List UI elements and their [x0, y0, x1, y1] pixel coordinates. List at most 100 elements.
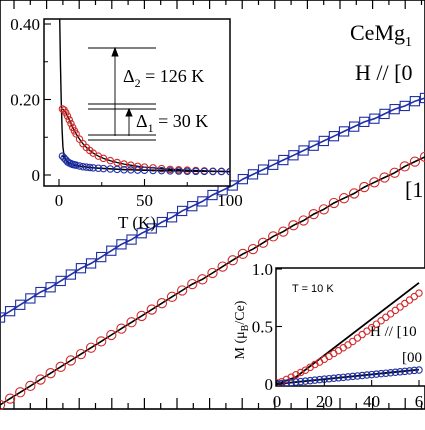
- data-point: [247, 243, 259, 255]
- delta2-label: Δ2 = 126 K: [123, 66, 204, 90]
- data-point: [86, 163, 94, 172]
- data-point: [268, 159, 279, 170]
- data-point: [308, 208, 319, 220]
- data-point: [65, 269, 76, 280]
- data-point: [106, 156, 115, 165]
- data-point: [288, 150, 299, 161]
- data-point: [197, 274, 208, 285]
- data-point: [176, 285, 188, 296]
- data-point: [45, 368, 56, 379]
- data-point: [282, 379, 291, 386]
- data-point: [197, 196, 208, 207]
- data-point: [35, 374, 46, 385]
- data-point: [409, 156, 421, 167]
- data-point: [328, 197, 340, 209]
- data-point: [401, 367, 409, 376]
- data-point: [288, 220, 299, 231]
- data-point: [85, 342, 97, 353]
- data-point: [399, 161, 410, 172]
- data-point: [237, 173, 249, 185]
- data-point: [399, 100, 410, 112]
- data-point: [278, 226, 289, 237]
- data-point: [209, 167, 217, 176]
- data-point: [409, 96, 421, 107]
- data-point: [369, 177, 380, 188]
- inset-chi-xlabel: T (K): [118, 213, 156, 232]
- data-point: [106, 329, 117, 341]
- data-point: [330, 374, 338, 382]
- data-point: [334, 374, 343, 382]
- data-point: [55, 275, 66, 287]
- data-point: [377, 369, 385, 378]
- inset-M-ytick-label: 0.5: [252, 318, 273, 337]
- data-point: [379, 172, 390, 183]
- data-point: [348, 372, 357, 381]
- data-point: [359, 116, 370, 128]
- data-point: [116, 323, 127, 334]
- fit-line-red: [0, 156, 425, 406]
- data-point: [116, 239, 127, 250]
- data-point: [106, 245, 117, 256]
- inset-M-frame: [275, 267, 425, 387]
- data-point: [127, 161, 135, 169]
- data-point: [349, 188, 360, 199]
- data-point: [25, 380, 36, 392]
- data-point: [96, 336, 107, 347]
- data-point: [136, 310, 147, 322]
- delta1-label: Δ1 = 30 K: [136, 111, 208, 135]
- data-point: [372, 320, 381, 328]
- data-point: [372, 370, 381, 378]
- data-point: [410, 366, 419, 375]
- inset-chi-xtick-label: 50: [136, 191, 153, 210]
- data-point: [192, 167, 200, 176]
- inset-M-fit-h001: [276, 368, 420, 385]
- data-point: [386, 368, 395, 377]
- data-point: [359, 181, 370, 193]
- inset-chi-frame: [43, 18, 231, 187]
- compound-label: CeMg1: [350, 20, 412, 50]
- data-point: [75, 162, 84, 170]
- data-point: [15, 387, 26, 398]
- data-point: [176, 205, 188, 217]
- data-point: [353, 334, 362, 342]
- main-axis-ticks: [13, 0, 423, 409]
- data-point: [72, 161, 80, 169]
- data-point: [149, 166, 157, 175]
- inset-M-ytick-label: 0: [265, 375, 274, 394]
- data-point: [405, 367, 414, 375]
- data-point: [126, 317, 137, 328]
- data-point: [315, 375, 324, 384]
- data-point: [75, 263, 87, 274]
- data-point: [287, 378, 295, 386]
- data-point: [363, 371, 371, 379]
- data-point: [379, 108, 390, 120]
- data-point: [292, 378, 300, 386]
- inset-M-plot-area: [276, 282, 423, 386]
- inset-M-temperature: T = 10 K: [292, 283, 334, 295]
- data-point: [15, 299, 26, 310]
- data-point: [4, 306, 16, 317]
- data-point: [287, 373, 295, 381]
- data-point: [94, 164, 103, 172]
- data-point: [45, 282, 56, 293]
- data-point: [292, 371, 300, 379]
- inset-chi-ytick-label: 0: [32, 166, 41, 185]
- delta1-arrowhead: [125, 107, 133, 117]
- data-point: [156, 216, 168, 228]
- data-point: [363, 327, 371, 335]
- delta2-arrowhead: [111, 46, 119, 57]
- data-point: [35, 286, 46, 298]
- data-point: [136, 228, 147, 239]
- data-point: [166, 167, 174, 175]
- data-point: [301, 377, 310, 385]
- data-point: [308, 140, 319, 151]
- data-point: [207, 267, 218, 279]
- data-point: [207, 189, 218, 201]
- data-point: [200, 167, 209, 176]
- data-point: [157, 166, 166, 175]
- data-point: [156, 298, 168, 309]
- data-point: [349, 121, 360, 132]
- data-point: [298, 215, 309, 226]
- inset-M-xtick-label: 6: [415, 392, 424, 411]
